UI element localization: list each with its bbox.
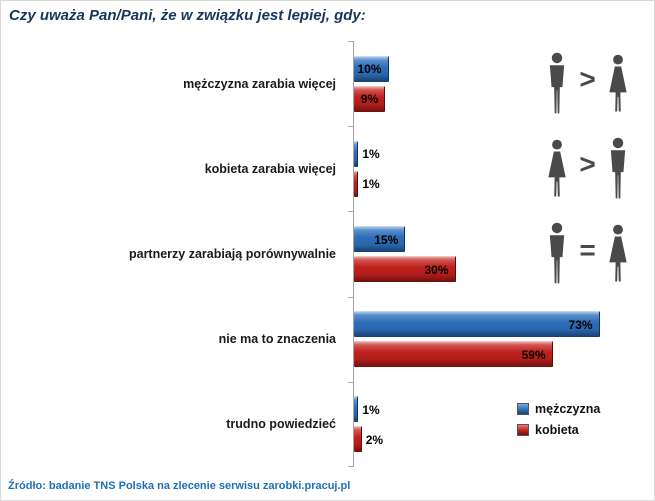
bar-kobieta: 2% — [354, 426, 383, 453]
category-label: mężczyzna zarabia więcej — [183, 76, 336, 91]
legend-label: mężczyzna — [535, 402, 601, 416]
bar-mezczyzna: 1% — [354, 396, 380, 423]
woman-silhouette-icon — [605, 54, 631, 113]
comparison-icons: > — [524, 137, 651, 200]
legend-label: kobieta — [535, 423, 579, 437]
bar-pair: 15% 30% — [354, 226, 456, 282]
bar-value-label: 1% — [362, 177, 380, 192]
bar-mezczyzna: 10% — [354, 55, 389, 82]
bar-kobieta: 59% — [354, 341, 553, 368]
bar-value-label: 30% — [424, 262, 449, 277]
man-silhouette-icon — [605, 137, 631, 200]
legend-swatch-blue — [517, 403, 529, 415]
source-caption: Źródło: badanie TNS Polska na zlecenie s… — [8, 480, 351, 492]
bar-mezczyzna: 73% — [354, 311, 600, 338]
bar-value-label: 2% — [365, 432, 384, 447]
chart-rows: mężczyzna zarabia więcej 10% 9% > — [1, 41, 655, 468]
bar-value-label: 10% — [357, 62, 382, 77]
legend-item-kobieta: kobieta — [517, 423, 600, 437]
man-silhouette-icon — [544, 223, 570, 286]
y-axis-line — [353, 41, 354, 467]
bar-value-label: 1% — [362, 147, 380, 162]
category-label: kobieta zarabia więcej — [204, 161, 336, 176]
bar-value-label: 73% — [568, 317, 593, 332]
bar-mezczyzna: 15% — [354, 226, 406, 252]
bar-kobieta: 30% — [354, 256, 456, 282]
plot-area: mężczyzna zarabia więcej 10% 9% > — [1, 41, 655, 468]
chart-row: mężczyzna zarabia więcej 10% 9% > — [1, 41, 655, 126]
equals-symbol: = — [579, 234, 596, 265]
man-silhouette-icon — [544, 52, 570, 115]
chart-row: nie ma to znaczenia 73% 59% — [1, 296, 654, 382]
bar-pair: 10% 9% — [354, 55, 389, 112]
bar-value-label: 1% — [362, 402, 380, 417]
bar-pair: 1% 1% — [354, 140, 380, 197]
chart-row: trudno powiedzieć 1% 2% — [1, 381, 654, 468]
bar-mezczyzna: 1% — [354, 140, 380, 167]
legend-item-mezczyzna: mężczyzna — [517, 402, 600, 416]
bar-pair: 73% 59% — [354, 311, 600, 368]
bar-kobieta: 1% — [354, 170, 380, 197]
bar-kobieta: 9% — [354, 85, 386, 112]
legend-swatch-red — [517, 424, 529, 436]
bar-value-label: 59% — [521, 347, 546, 362]
woman-silhouette-icon — [605, 225, 631, 284]
bar-value-label: 15% — [374, 232, 399, 247]
category-label: partnerzy zarabiają porównywalnie — [128, 247, 336, 261]
woman-silhouette-icon — [544, 139, 570, 198]
category-label: nie ma to znaczenia — [218, 332, 336, 347]
comparison-icons: = — [524, 223, 651, 286]
category-label: trudno powiedzieć — [226, 417, 336, 432]
bar-value-label: 9% — [360, 92, 379, 107]
greater-than-symbol: > — [579, 63, 596, 95]
chart-row: partnerzy zarabiają porównywalnie 15% 30… — [1, 211, 655, 296]
chart-legend: mężczyzna kobieta — [517, 402, 600, 437]
greater-than-symbol: > — [579, 148, 596, 180]
chart-title: Czy uważa Pan/Pani, że w związku jest le… — [9, 7, 366, 24]
chart-row: kobieta zarabia więcej 1% 1% > — [1, 126, 655, 211]
comparison-icons: > — [524, 52, 651, 115]
bar-pair: 1% 2% — [354, 396, 383, 453]
